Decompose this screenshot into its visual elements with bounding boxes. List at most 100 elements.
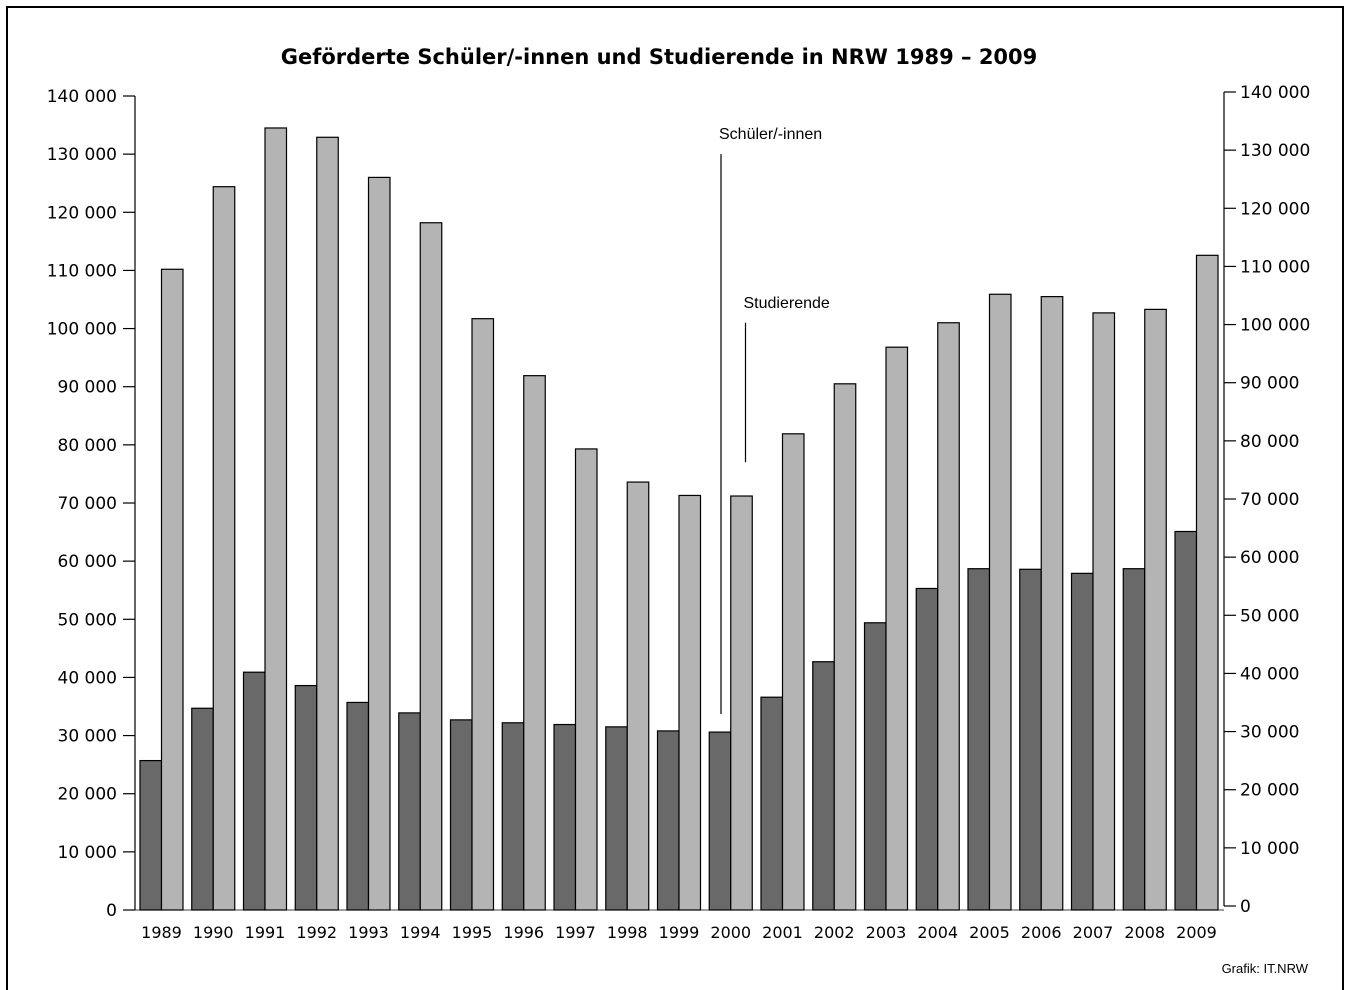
bar-studierende-1994 bbox=[419, 222, 443, 911]
source-credit: Grafik: IT.NRW bbox=[1222, 961, 1309, 976]
right-tick-label: 30 000 bbox=[1240, 723, 1299, 743]
right-tick-label: 140 000 bbox=[1240, 83, 1310, 103]
bar-schueler-1994 bbox=[398, 712, 421, 911]
bar-studierende-1993 bbox=[367, 176, 391, 911]
annotation-label: Studierende bbox=[744, 295, 830, 312]
x-tick-label: 2004 bbox=[917, 923, 958, 942]
right-tick-label: 120 000 bbox=[1240, 199, 1310, 219]
x-tick-label: 2002 bbox=[814, 923, 855, 942]
annotations: Schüler/-innen Studierende bbox=[719, 126, 830, 715]
bar-schueler-1989 bbox=[139, 759, 163, 911]
bar-studierende-2005 bbox=[988, 293, 1012, 911]
left-tick-label: 70 000 bbox=[58, 494, 117, 514]
bar-studierende-2003 bbox=[885, 346, 909, 911]
bar-studierende-2002 bbox=[833, 383, 857, 911]
bar-schueler-1991 bbox=[242, 671, 266, 911]
x-tick-label: 2000 bbox=[710, 923, 751, 942]
x-tick-label: 2003 bbox=[866, 923, 907, 942]
right-tick-label: 40 000 bbox=[1240, 664, 1299, 684]
x-tick-label: 1999 bbox=[659, 923, 700, 942]
left-tick-label: 120 000 bbox=[47, 203, 117, 223]
bar-schueler-2008 bbox=[1122, 568, 1146, 911]
bar-studierende-1997 bbox=[574, 448, 598, 911]
bar-studierende-2000 bbox=[730, 495, 753, 911]
bar-studierende-1996 bbox=[523, 375, 546, 911]
bar-studierende-1998 bbox=[626, 481, 650, 911]
left-tick-label: 130 000 bbox=[47, 145, 117, 165]
bar-schueler-2009 bbox=[1174, 530, 1198, 911]
left-tick-label: 40 000 bbox=[58, 668, 117, 688]
x-tick-label: 1995 bbox=[452, 923, 493, 942]
bar-schueler-1990 bbox=[191, 707, 214, 911]
left-tick-label: 80 000 bbox=[58, 436, 117, 456]
bar-group bbox=[135, 127, 1224, 911]
right-tick-label: 10 000 bbox=[1240, 839, 1299, 859]
bar-studierende-2006 bbox=[1040, 295, 1064, 911]
x-tick-label: 2005 bbox=[969, 923, 1010, 942]
bar-schueler-2000 bbox=[708, 731, 732, 911]
left-tick-label: 140 000 bbox=[47, 87, 117, 107]
right-y-axis: 0 10 000 20 000 30 000 40 000 50 000 60 000 70 … bbox=[1223, 83, 1310, 917]
x-tick-label: 2009 bbox=[1176, 923, 1217, 942]
left-tick-label: 50 000 bbox=[58, 610, 117, 630]
right-tick-label: 70 000 bbox=[1240, 490, 1299, 510]
x-tick-label: 1993 bbox=[348, 923, 389, 942]
bar-schueler-2007 bbox=[1070, 572, 1094, 911]
x-tick-label: 1991 bbox=[245, 923, 286, 942]
left-tick-label: 60 000 bbox=[58, 552, 117, 572]
x-tick-label: 1994 bbox=[400, 923, 441, 942]
chart-frame bbox=[6, 6, 1344, 990]
bar-schueler-1992 bbox=[294, 684, 318, 911]
bar-schueler-2002 bbox=[812, 661, 835, 911]
x-tick-label: 2006 bbox=[1021, 923, 1062, 942]
right-tick-label: 80 000 bbox=[1240, 432, 1299, 452]
right-tick-label: 20 000 bbox=[1240, 781, 1299, 801]
left-y-axis: 0 10 000 20 000 30 000 40 000 50 000 60 000 70 … bbox=[47, 87, 136, 921]
x-tick-label: 1989 bbox=[141, 923, 182, 942]
x-tick-label: 1998 bbox=[607, 923, 648, 942]
bar-schueler-1993 bbox=[346, 701, 370, 911]
bar-schueler-1996 bbox=[501, 722, 525, 911]
left-tick-label: 0 bbox=[106, 901, 117, 921]
left-tick-label: 110 000 bbox=[47, 261, 117, 281]
bar-schueler-2004 bbox=[915, 587, 939, 911]
bar-studierende-2009 bbox=[1195, 254, 1219, 911]
left-tick-label: 20 000 bbox=[58, 785, 117, 805]
right-tick-label: 60 000 bbox=[1240, 548, 1299, 568]
right-tick-label: 90 000 bbox=[1240, 374, 1299, 394]
bar-studierende-1991 bbox=[264, 127, 288, 911]
x-tick-label: 2008 bbox=[1124, 923, 1165, 942]
bar-studierende-1999 bbox=[678, 494, 702, 911]
right-tick-label: 100 000 bbox=[1240, 316, 1310, 336]
x-tick-label: 1990 bbox=[193, 923, 234, 942]
bar-studierende-2008 bbox=[1144, 308, 1167, 911]
x-axis-labels: 1989 1990 1991 1992 1993 1994 1995 1996 1997 1998… bbox=[141, 923, 1217, 942]
x-tick-label: 2007 bbox=[1073, 923, 1114, 942]
bar-schueler-2001 bbox=[760, 696, 784, 911]
bar-studierende-1992 bbox=[316, 136, 339, 911]
right-tick-label: 50 000 bbox=[1240, 606, 1299, 626]
bar-schueler-1999 bbox=[656, 730, 680, 911]
bar-schueler-2006 bbox=[1019, 568, 1042, 911]
x-tick-label: 1997 bbox=[555, 923, 596, 942]
left-tick-label: 90 000 bbox=[58, 378, 117, 398]
left-tick-label: 100 000 bbox=[47, 320, 117, 340]
x-tick-label: 2001 bbox=[762, 923, 803, 942]
bar-studierende-2001 bbox=[781, 433, 805, 911]
bar-schueler-1997 bbox=[553, 723, 577, 911]
bar-studierende-2004 bbox=[937, 322, 960, 911]
bar-schueler-2005 bbox=[967, 568, 991, 911]
bar-schueler-1998 bbox=[605, 726, 628, 911]
x-tick-label: 1996 bbox=[503, 923, 544, 942]
x-tick-label: 1992 bbox=[296, 923, 337, 942]
right-tick-label: 0 bbox=[1240, 897, 1251, 917]
bar-schueler-1995 bbox=[449, 719, 473, 911]
right-tick-label: 110 000 bbox=[1240, 257, 1310, 277]
bar-studierende-1990 bbox=[212, 186, 236, 911]
right-tick-label: 130 000 bbox=[1240, 141, 1310, 161]
bar-studierende-1989 bbox=[160, 268, 184, 911]
bar-studierende-2007 bbox=[1092, 312, 1116, 911]
chart-title: Geförderte Schüler/-innen und Studierend… bbox=[281, 45, 1038, 69]
left-tick-label: 10 000 bbox=[58, 843, 117, 863]
